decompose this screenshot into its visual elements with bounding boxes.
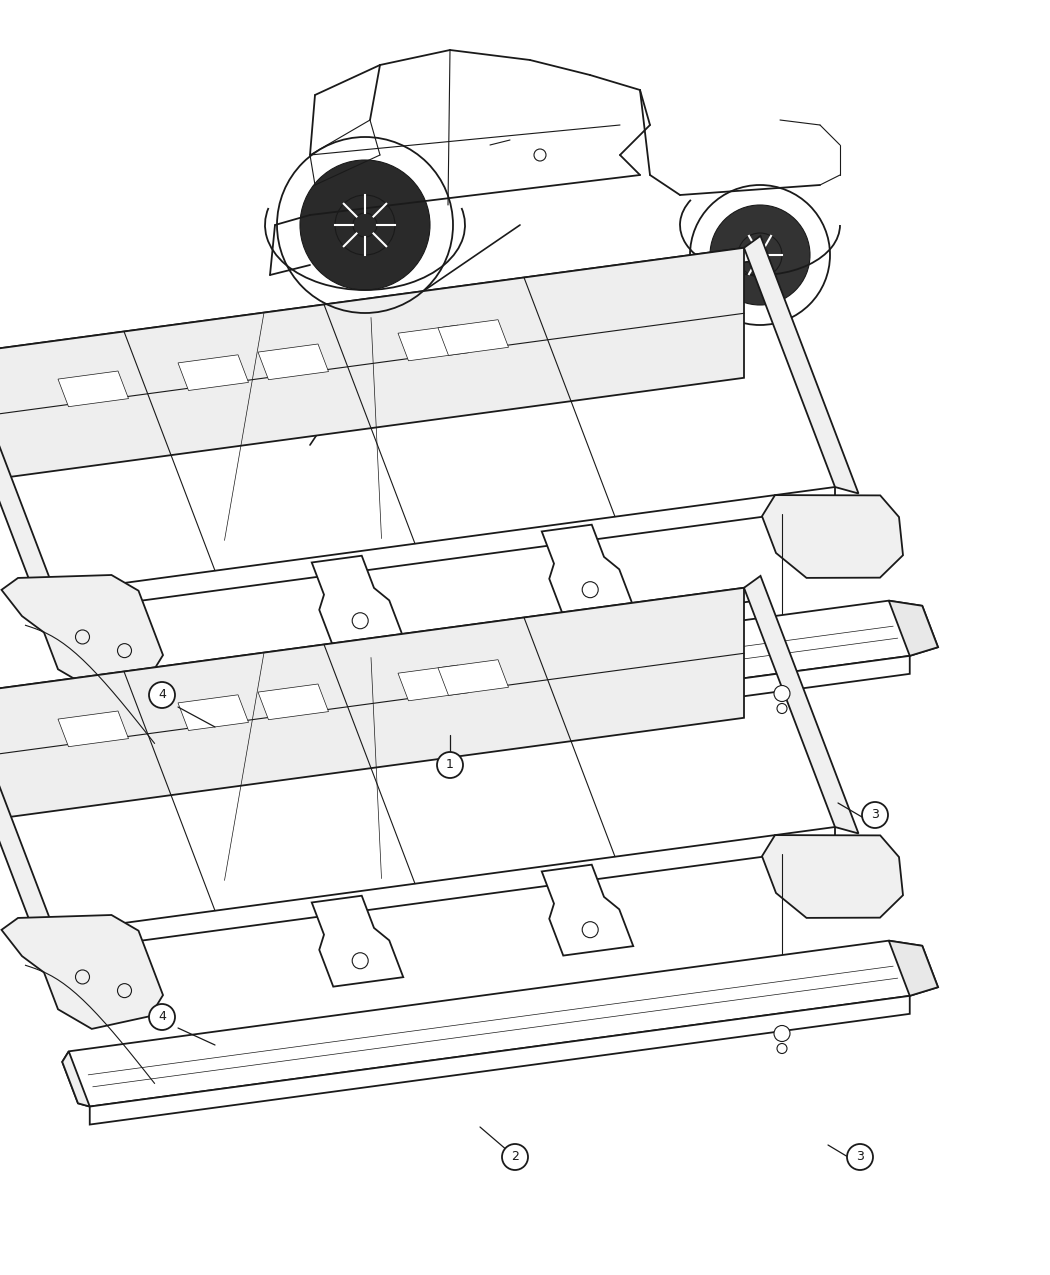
Polygon shape [744,576,859,834]
Polygon shape [58,371,128,407]
Polygon shape [0,247,744,483]
Polygon shape [62,711,89,766]
Polygon shape [1,915,163,1029]
Polygon shape [0,347,55,604]
Polygon shape [888,601,938,655]
Polygon shape [55,487,835,612]
Polygon shape [438,320,508,356]
Text: 4: 4 [159,1011,166,1024]
Text: 3: 3 [872,808,879,821]
Polygon shape [312,896,403,987]
Polygon shape [55,827,835,952]
Polygon shape [0,247,770,370]
Polygon shape [89,655,909,784]
Polygon shape [89,996,909,1125]
Circle shape [774,1025,790,1042]
Polygon shape [398,325,468,361]
Polygon shape [762,495,903,578]
Polygon shape [1,575,163,688]
Polygon shape [62,1052,89,1107]
Polygon shape [744,236,859,493]
Circle shape [710,205,810,305]
Polygon shape [438,659,508,695]
Polygon shape [58,711,128,747]
Polygon shape [62,601,938,766]
Text: 3: 3 [856,1150,864,1164]
Polygon shape [542,525,633,616]
Circle shape [300,159,430,289]
Circle shape [502,1144,528,1170]
Polygon shape [0,687,55,945]
Text: 4: 4 [159,688,166,701]
Polygon shape [0,588,744,824]
Polygon shape [762,835,903,918]
Polygon shape [258,683,329,719]
Polygon shape [542,864,633,955]
Polygon shape [178,695,249,731]
Circle shape [862,802,888,827]
Text: 1: 1 [446,759,454,771]
Circle shape [149,1003,175,1030]
Polygon shape [178,354,249,390]
Polygon shape [62,941,938,1107]
Text: 2: 2 [511,1150,519,1164]
Polygon shape [398,666,468,701]
Polygon shape [312,556,403,646]
Polygon shape [258,344,329,380]
Polygon shape [0,588,770,710]
Circle shape [847,1144,873,1170]
Circle shape [774,686,790,701]
Polygon shape [888,941,938,996]
Circle shape [149,682,175,708]
Circle shape [437,752,463,778]
